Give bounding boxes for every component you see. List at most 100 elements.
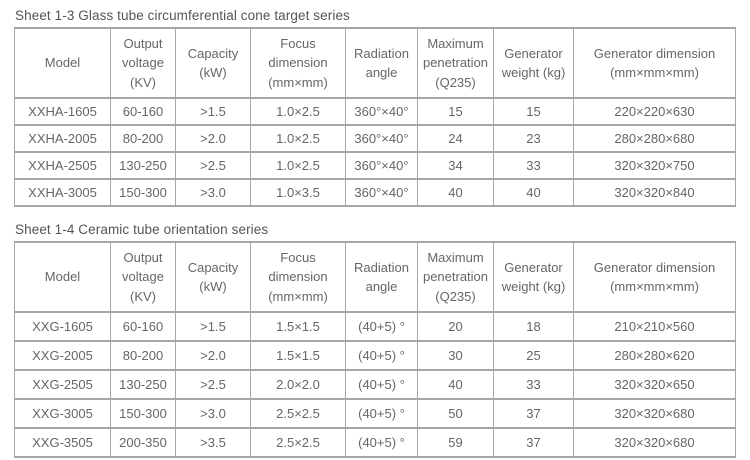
sheet-1-4-title: Sheet 1-4 Ceramic tube orientation serie… xyxy=(15,222,269,237)
table-cell: 1.5×1.5 xyxy=(250,340,346,371)
table-cell: 220×220×630 xyxy=(573,97,736,126)
table-cell: (40+5) ° xyxy=(345,340,418,371)
table-cell: XXG-2005 xyxy=(14,340,111,371)
table-cell: 1.0×2.5 xyxy=(250,124,346,153)
column-header: Capacity (kW) xyxy=(175,241,251,313)
table-cell: 40 xyxy=(417,369,494,400)
table-cell: 15 xyxy=(493,97,574,126)
table-cell: >3.0 xyxy=(175,398,251,429)
table-cell: 33 xyxy=(493,151,574,180)
table-cell: 80-200 xyxy=(110,124,176,153)
column-header: Maximum penetration (Q235) xyxy=(417,27,494,99)
table-cell: 20 xyxy=(417,311,494,342)
table-cell: XXG-2505 xyxy=(14,369,111,400)
table-cell: >1.5 xyxy=(175,97,251,126)
table-row: XXG-2005 80-200 >2.0 1.5×1.5 (40+5) ° 30 25 280… xyxy=(14,340,736,371)
table-cell: 1.5×1.5 xyxy=(250,311,346,342)
table-row: XXG-2505 130-250 >2.5 2.0×2.0 (40+5) ° 40 33 32… xyxy=(14,369,736,400)
column-header: Generator dimension (mm×mm×mm) xyxy=(573,241,736,313)
table-cell: XXHA-2505 xyxy=(14,151,111,180)
table-cell: 2.5×2.5 xyxy=(250,398,346,429)
table-cell: 320×320×680 xyxy=(573,398,736,429)
column-header: Output voltage (KV) xyxy=(110,241,176,313)
table-row: XXG-3505 200-350 >3.5 2.5×2.5 (40+5) ° 59 37 32… xyxy=(14,427,736,458)
table-cell: 210×210×560 xyxy=(573,311,736,342)
table-cell: XXG-3505 xyxy=(14,427,111,458)
spacer xyxy=(14,207,736,220)
column-header: Model xyxy=(14,241,111,313)
table-cell: (40+5) ° xyxy=(345,398,418,429)
table-row: XXG-3005 150-300 >3.0 2.5×2.5 (40+5) ° 50 37 32… xyxy=(14,398,736,429)
table-cell: 130-250 xyxy=(110,151,176,180)
table-cell: 50 xyxy=(417,398,494,429)
table-cell: 30 xyxy=(417,340,494,371)
column-header: Focus dimension (mm×mm) xyxy=(250,27,346,99)
column-header: Radiation angle xyxy=(345,241,418,313)
table-cell: >2.5 xyxy=(175,151,251,180)
table-cell: (40+5) ° xyxy=(345,311,418,342)
table-cell: 360°×40° xyxy=(345,124,418,153)
table-cell: >2.5 xyxy=(175,369,251,400)
column-header: Generator dimension (mm×mm×mm) xyxy=(573,27,736,99)
table-cell: 34 xyxy=(417,151,494,180)
table-row: XXHA-3005 150-300 >3.0 1.0×3.5 360°×40° 40 40 3… xyxy=(14,178,736,207)
table-cell: XXHA-3005 xyxy=(14,178,111,207)
table-cell: 60-160 xyxy=(110,97,176,126)
column-header: Radiation angle xyxy=(345,27,418,99)
table-row: XXHA-2505 130-250 >2.5 1.0×2.5 360°×40° 34 33 3… xyxy=(14,151,736,180)
table-cell: 320×320×680 xyxy=(573,427,736,458)
table-cell: 320×320×750 xyxy=(573,151,736,180)
table-cell: 320×320×650 xyxy=(573,369,736,400)
column-header: Generator weight (kg) xyxy=(493,241,574,313)
table-cell: 18 xyxy=(493,311,574,342)
table-row: XXHA-1605 60-160 >1.5 1.0×2.5 360°×40° 15 15 22… xyxy=(14,97,736,126)
table-cell: (40+5) ° xyxy=(345,369,418,400)
column-header: Model xyxy=(14,27,111,99)
table-cell: XXG-3005 xyxy=(14,398,111,429)
table-cell: 150-300 xyxy=(110,178,176,207)
table-cell: (40+5) ° xyxy=(345,427,418,458)
table-cell: 280×280×620 xyxy=(573,340,736,371)
table-cell: 60-160 xyxy=(110,311,176,342)
table-cell: XXHA-2005 xyxy=(14,124,111,153)
header-row: Model Output voltage (KV) Capacity (kW) Foc… xyxy=(14,27,736,99)
table-cell: 150-300 xyxy=(110,398,176,429)
table-cell: 2.0×2.0 xyxy=(250,369,346,400)
table-row: XXG-1605 60-160 >1.5 1.5×1.5 (40+5) ° 20 18 210… xyxy=(14,311,736,342)
table-cell: 37 xyxy=(493,427,574,458)
column-header: Maximum penetration (Q235) xyxy=(417,241,494,313)
table-cell: >3.5 xyxy=(175,427,251,458)
table-cell: 80-200 xyxy=(110,340,176,371)
table-cell: 15 xyxy=(417,97,494,126)
table-cell: 1.0×2.5 xyxy=(250,151,346,180)
column-header: Focus dimension (mm×mm) xyxy=(250,241,346,313)
table-cell: 200-350 xyxy=(110,427,176,458)
table-cell: 25 xyxy=(493,340,574,371)
table-cell: 1.0×3.5 xyxy=(250,178,346,207)
table-cell: >2.0 xyxy=(175,124,251,153)
column-header: Output voltage (KV) xyxy=(110,27,176,99)
table-cell: 40 xyxy=(417,178,494,207)
table-cell: 33 xyxy=(493,369,574,400)
table-cell: 37 xyxy=(493,398,574,429)
table-cell: 320×320×840 xyxy=(573,178,736,207)
table-cell: 59 xyxy=(417,427,494,458)
sheet-1-3-title: Sheet 1-3 Glass tube circumferential con… xyxy=(15,8,350,23)
table-cell: XXHA-1605 xyxy=(14,97,111,126)
table-cell: 40 xyxy=(493,178,574,207)
table-row: XXHA-2005 80-200 >2.0 1.0×2.5 360°×40° 24 23 28… xyxy=(14,124,736,153)
ceramic-tube-spec-table: Model Output voltage (KV) Capacity (kW) Foc… xyxy=(14,241,736,458)
header-row: Model Output voltage (KV) Capacity (kW) Foc… xyxy=(14,241,736,313)
table-cell: 360°×40° xyxy=(345,178,418,207)
table-cell: 360°×40° xyxy=(345,151,418,180)
table-cell: 360°×40° xyxy=(345,97,418,126)
table-cell: >3.0 xyxy=(175,178,251,207)
table-cell: 1.0×2.5 xyxy=(250,97,346,126)
table-cell: 130-250 xyxy=(110,369,176,400)
column-header: Capacity (kW) xyxy=(175,27,251,99)
table-cell: 280×280×680 xyxy=(573,124,736,153)
table-cell: >2.0 xyxy=(175,340,251,371)
glass-tube-spec-table: Model Output voltage (KV) Capacity (kW) Foc… xyxy=(14,27,736,207)
table-cell: 23 xyxy=(493,124,574,153)
